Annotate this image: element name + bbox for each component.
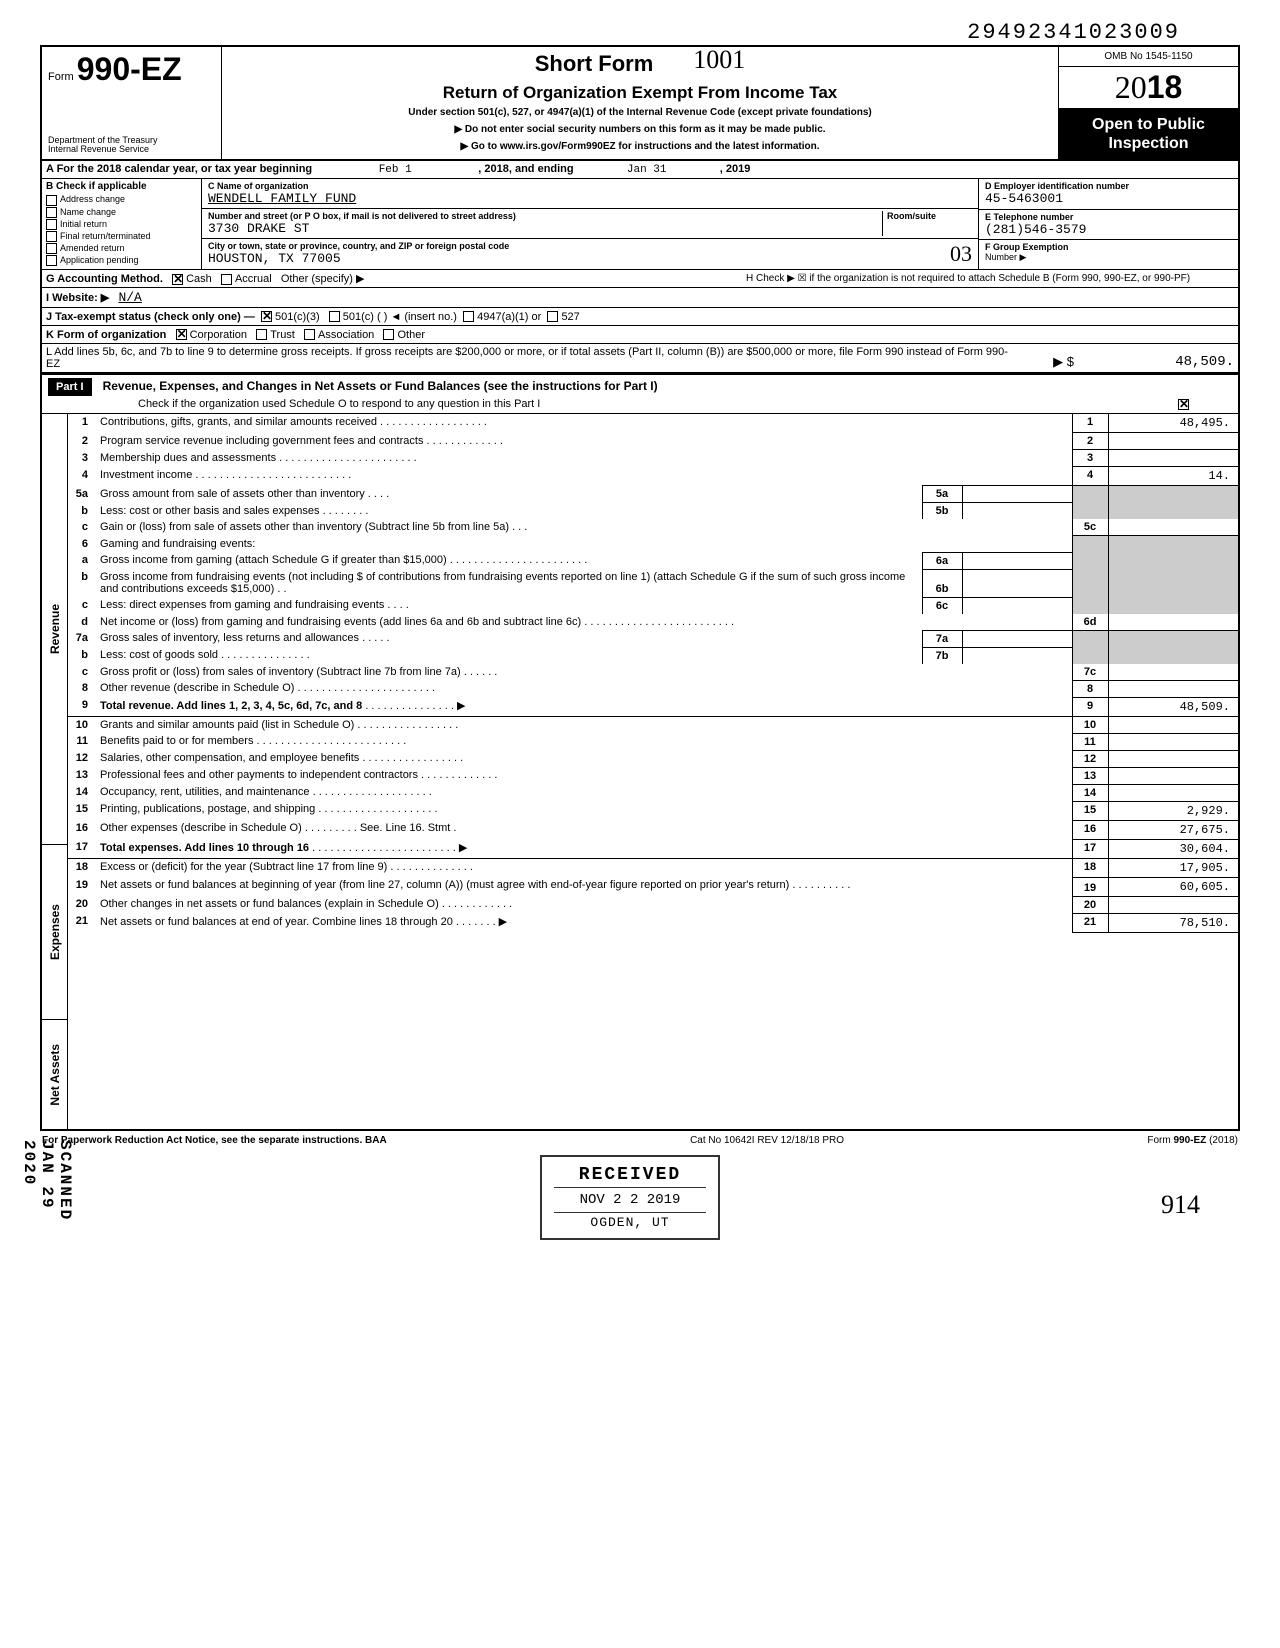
city-label: City or town, state or province, country…: [208, 241, 950, 251]
section-f-sub: Number ▶: [985, 252, 1232, 263]
check-accrual[interactable]: [221, 274, 232, 285]
check-4947[interactable]: [463, 311, 474, 322]
line-a-tax-period: A For the 2018 calendar year, or tax yea…: [42, 161, 1238, 179]
check-schedule-o[interactable]: [1178, 399, 1189, 410]
form-title-short: Short Form: [535, 51, 654, 77]
handwritten-mark-03: 03: [950, 241, 972, 267]
instruction-url: ▶ Go to www.irs.gov/Form990EZ for instru…: [232, 141, 1048, 152]
check-amended-return[interactable]: [46, 243, 57, 254]
part-1-table: Revenue Expenses Net Assets 1Contributio…: [42, 414, 1238, 1129]
open-to-public: Open to Public Inspection: [1059, 109, 1238, 159]
check-address-change[interactable]: [46, 195, 57, 206]
check-if-applicable-list: Address change Name change Initial retur…: [46, 194, 197, 266]
ein: 45-5463001: [985, 191, 1232, 206]
room-suite-label: Room/suite: [887, 211, 972, 221]
check-501c[interactable]: [329, 311, 340, 322]
form-title-full: Return of Organization Exempt From Incom…: [232, 83, 1048, 103]
form-subtitle: Under section 501(c), 527, or 4947(a)(1)…: [232, 107, 1048, 118]
street-address: 3730 DRAKE ST: [208, 221, 882, 236]
received-stamp: RECEIVED NOV 2 2 2019 OGDEN, UT: [540, 1155, 720, 1240]
line-j-tax-status: J Tax-exempt status (check only one) — 5…: [42, 308, 1238, 326]
addr-label: Number and street (or P O box, if mail i…: [208, 211, 882, 221]
check-corporation[interactable]: [176, 329, 187, 340]
line-l-gross-receipts: L Add lines 5b, 6c, and 7b to line 9 to …: [42, 344, 1238, 373]
section-e-label: E Telephone number: [985, 212, 1232, 222]
form-990ez: Form 990-EZ Department of the Treasury I…: [40, 45, 1240, 1131]
form-number: Form 990-EZ: [48, 51, 215, 88]
side-revenue: Revenue: [48, 604, 62, 654]
line-h: H Check ▶ ☒ if the organization is not r…: [742, 271, 1238, 286]
part-1-header: Part I Revenue, Expenses, and Changes in…: [42, 373, 1238, 414]
check-application-pending[interactable]: [46, 255, 57, 266]
identity-section: B Check if applicable Address change Nam…: [42, 179, 1238, 270]
side-net-assets: Net Assets: [48, 1044, 62, 1106]
section-f-label: F Group Exemption: [985, 242, 1232, 252]
page-footer: For Paperwork Reduction Act Notice, see …: [40, 1131, 1240, 1150]
check-other-org[interactable]: [383, 329, 394, 340]
handwritten-annotation: 1001: [693, 45, 745, 75]
org-name: WENDELL FAMILY FUND: [208, 191, 972, 206]
footer-right: Form 990-EZ (2018): [1147, 1135, 1238, 1146]
section-d-label: D Employer identification number: [985, 181, 1232, 191]
city-state-zip: HOUSTON, TX 77005: [208, 251, 950, 266]
form-header: Form 990-EZ Department of the Treasury I…: [42, 47, 1238, 161]
footer-mid: Cat No 10642I REV 12/18/18 PRO: [690, 1135, 844, 1146]
omb-number: OMB No 1545-1150: [1059, 47, 1238, 67]
line-g-h: G Accounting Method. Cash Accrual Other …: [42, 270, 1238, 288]
tracking-number: 29492341023009: [40, 20, 1180, 45]
line-i-website: I Website: ▶ N/A: [42, 288, 1238, 308]
check-initial-return[interactable]: [46, 219, 57, 230]
dept-treasury: Department of the Treasury Internal Reve…: [48, 136, 215, 156]
check-cash[interactable]: [172, 274, 183, 285]
instruction-ssn: ▶ Do not enter social security numbers o…: [232, 124, 1048, 135]
section-c-label: C Name of organization: [208, 181, 972, 191]
check-name-change[interactable]: [46, 207, 57, 218]
section-b-label: B Check if applicable: [46, 181, 197, 192]
check-527[interactable]: [547, 311, 558, 322]
scanned-stamp: SCANNED JAN 29 2020: [20, 1140, 74, 1240]
tax-year: 20201818: [1059, 67, 1238, 109]
check-final-return[interactable]: [46, 231, 57, 242]
side-expenses: Expenses: [48, 904, 62, 960]
check-501c3[interactable]: [261, 311, 272, 322]
footer-left: For Paperwork Reduction Act Notice, see …: [42, 1135, 387, 1146]
check-association[interactable]: [304, 329, 315, 340]
line-k-form-org: K Form of organization Corporation Trust…: [42, 326, 1238, 344]
lines-table: 1Contributions, gifts, grants, and simil…: [68, 414, 1238, 933]
check-trust[interactable]: [256, 329, 267, 340]
telephone: (281)546-3579: [985, 222, 1232, 237]
gross-receipts-value: 48,509.: [1078, 352, 1238, 372]
